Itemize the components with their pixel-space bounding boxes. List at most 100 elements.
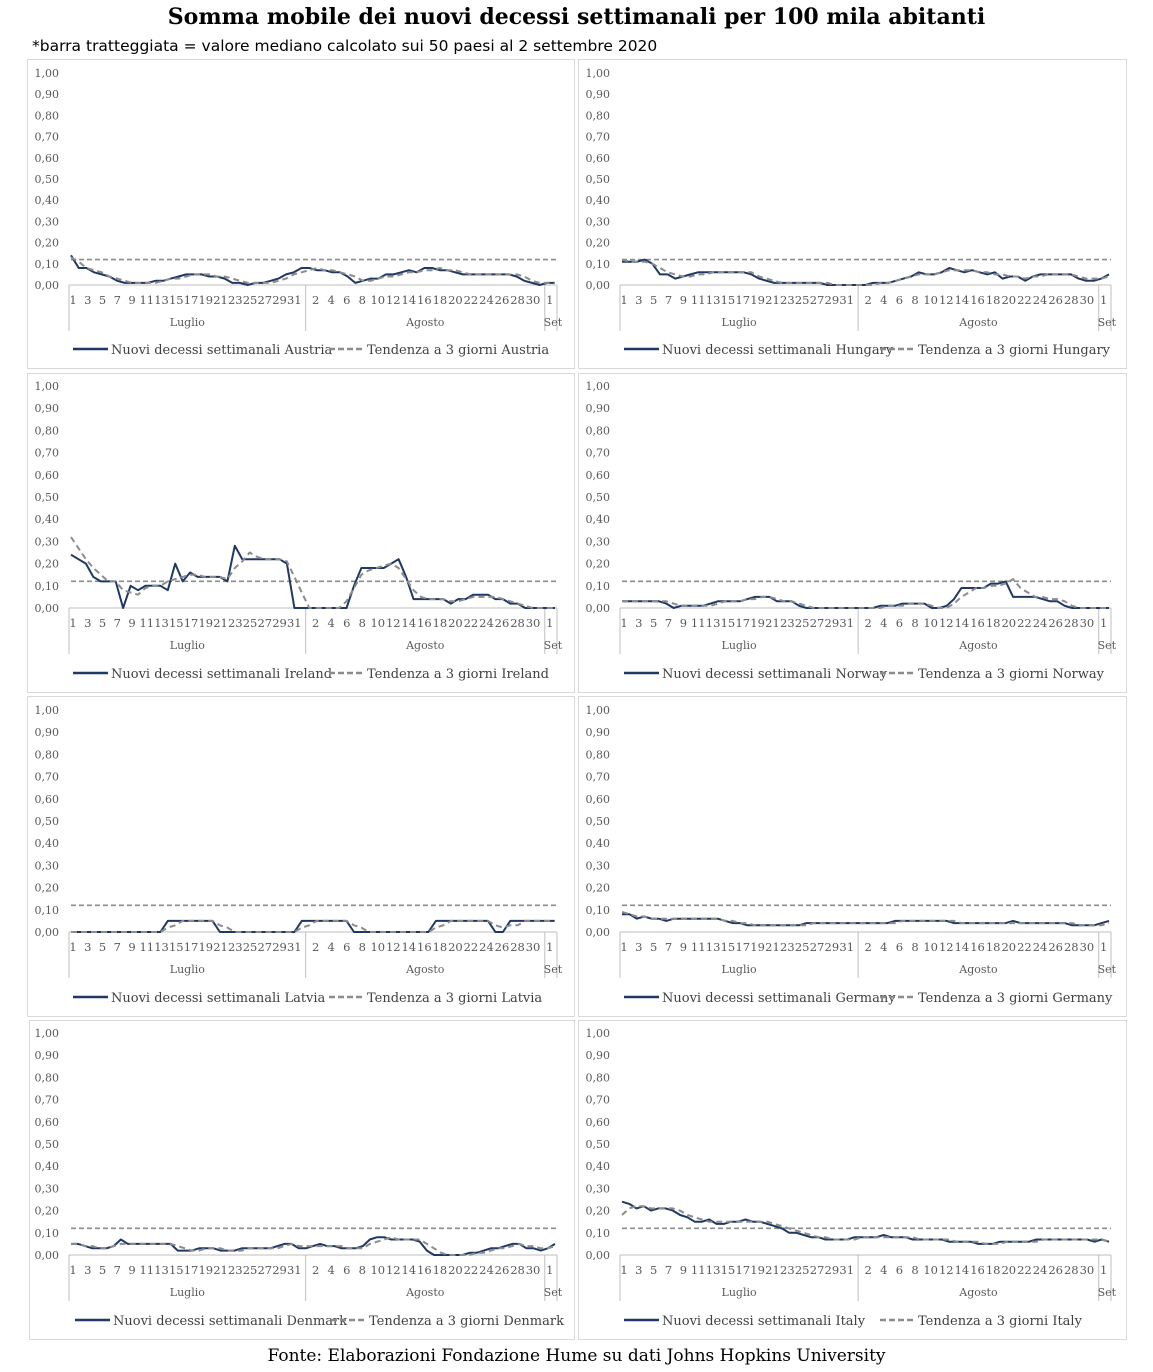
- x-tick-label: 15: [169, 293, 184, 307]
- y-tick-label: 1,00: [35, 704, 60, 717]
- y-tick-label: 0,40: [35, 513, 60, 526]
- x-tick-label: 21: [213, 616, 228, 630]
- month-label: Agosto: [405, 963, 445, 976]
- x-tick-label: 7: [665, 940, 672, 954]
- x-tick-label: 29: [272, 940, 287, 954]
- x-tick-label: 1: [1100, 1263, 1107, 1277]
- page-title: Somma mobile dei nuovi decessi settimana…: [167, 4, 986, 30]
- x-tick-label: 16: [970, 1263, 985, 1277]
- x-tick-label: 29: [825, 616, 840, 630]
- y-tick-label: 0,70: [586, 771, 611, 784]
- series-line-trend: [622, 578, 1109, 609]
- x-tick-label: 31: [287, 1263, 302, 1277]
- x-tick-label: 2: [312, 616, 319, 630]
- x-tick-label: 21: [213, 940, 228, 954]
- x-tick-label: 7: [665, 293, 672, 307]
- x-tick-label: 12: [386, 1263, 401, 1277]
- x-tick-label: 31: [839, 1263, 854, 1277]
- x-tick-label: 6: [343, 1263, 350, 1277]
- y-tick-label: 0,10: [586, 904, 611, 917]
- x-tick-label: 1: [546, 616, 553, 630]
- y-tick-label: 0,10: [35, 258, 60, 271]
- month-label: Set: [1098, 316, 1117, 329]
- x-tick-label: 2: [312, 1263, 319, 1277]
- y-tick-label: 0,30: [35, 1182, 60, 1195]
- x-tick-label: 19: [750, 616, 765, 630]
- x-tick-label: 21: [765, 616, 780, 630]
- month-label: Luglio: [170, 1286, 205, 1299]
- y-tick-label: 0,60: [35, 1116, 60, 1129]
- y-tick-label: 0,50: [35, 815, 60, 828]
- y-tick-label: 0,00: [586, 279, 611, 292]
- y-tick-label: 0,20: [586, 882, 611, 895]
- x-tick-label: 15: [169, 616, 184, 630]
- x-tick-label: 7: [114, 293, 121, 307]
- y-tick-label: 1,00: [586, 704, 611, 717]
- y-tick-label: 0,40: [35, 837, 60, 850]
- y-tick-label: 0,20: [35, 1205, 60, 1218]
- page-subtitle: *barra tratteggiata = valore mediano cal…: [32, 37, 658, 55]
- x-tick-label: 22: [1017, 1263, 1032, 1277]
- y-tick-label: 0,00: [35, 279, 60, 292]
- y-tick-label: 0,50: [35, 1138, 60, 1151]
- x-tick-label: 17: [184, 1263, 199, 1277]
- y-tick-label: 0,90: [586, 88, 611, 101]
- y-tick-label: 1,00: [35, 67, 60, 80]
- y-tick-label: 0,60: [586, 793, 611, 806]
- series-line-trend: [621, 911, 1110, 927]
- x-tick-label: 14: [402, 1263, 417, 1277]
- y-tick-label: 0,60: [35, 152, 60, 165]
- x-tick-label: 10: [923, 1263, 938, 1277]
- x-tick-label: 11: [691, 293, 706, 307]
- legend-label-trend: Tendenza a 3 giorni Italy: [918, 1314, 1083, 1329]
- month-label: Luglio: [170, 963, 205, 976]
- x-tick-label: 22: [464, 1263, 479, 1277]
- x-tick-label: 29: [272, 293, 287, 307]
- y-tick-label: 1,00: [586, 380, 611, 393]
- y-tick-label: 0,30: [586, 535, 611, 548]
- x-tick-label: 27: [257, 1263, 272, 1277]
- y-tick-label: 0,10: [586, 1227, 611, 1240]
- chart-frame: [29, 1020, 575, 1340]
- x-tick-label: 9: [128, 616, 135, 630]
- y-tick-label: 0,70: [35, 1094, 60, 1107]
- series-line-trend: [621, 1205, 1110, 1245]
- y-tick-label: 0,00: [35, 1249, 60, 1262]
- x-tick-label: 29: [825, 1263, 840, 1277]
- x-tick-label: 31: [839, 293, 854, 307]
- y-tick-label: 0,70: [35, 771, 60, 784]
- x-tick-label: 7: [665, 616, 672, 630]
- x-tick-label: 1: [620, 293, 627, 307]
- x-tick-label: 11: [691, 616, 706, 630]
- y-tick-label: 0,80: [586, 424, 611, 437]
- x-tick-label: 23: [228, 940, 243, 954]
- x-tick-label: 11: [139, 1263, 154, 1277]
- y-tick-label: 0,50: [35, 173, 60, 186]
- series-line-trend: [70, 536, 555, 609]
- x-tick-label: 26: [495, 616, 510, 630]
- month-label: Luglio: [170, 639, 205, 652]
- month-label: Set: [1098, 963, 1117, 976]
- x-tick-label: 3: [635, 1263, 642, 1277]
- x-tick-label: 9: [680, 616, 687, 630]
- x-tick-label: 24: [1033, 1263, 1048, 1277]
- x-tick-label: 21: [765, 940, 780, 954]
- x-tick-label: 12: [386, 940, 401, 954]
- month-label: Set: [544, 639, 563, 652]
- x-tick-label: 26: [495, 1263, 510, 1277]
- y-tick-label: 0,70: [35, 131, 60, 144]
- x-tick-label: 14: [955, 940, 970, 954]
- x-tick-label: 27: [257, 293, 272, 307]
- x-tick-label: 15: [721, 616, 736, 630]
- legend-label-trend: Tendenza a 3 giorni Latvia: [367, 991, 542, 1006]
- x-tick-label: 18: [433, 940, 448, 954]
- x-tick-label: 4: [328, 616, 335, 630]
- y-tick-label: 0,00: [35, 926, 60, 939]
- x-tick-label: 29: [825, 293, 840, 307]
- x-tick-label: 4: [880, 940, 887, 954]
- x-tick-label: 1: [69, 1263, 76, 1277]
- x-tick-label: 28: [1064, 616, 1079, 630]
- x-tick-label: 18: [986, 1263, 1001, 1277]
- y-tick-label: 0,20: [35, 882, 60, 895]
- x-tick-label: 24: [1033, 293, 1048, 307]
